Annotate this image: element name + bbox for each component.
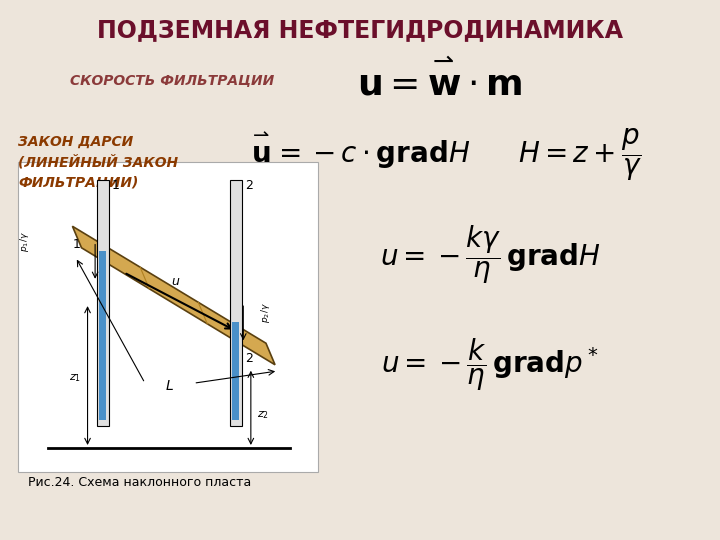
- Text: $\mathbf{u} = \overset{\rightharpoonup}{\mathbf{w}} \cdot \mathbf{m}$: $\mathbf{u} = \overset{\rightharpoonup}{…: [357, 58, 523, 103]
- Text: $H = z + \dfrac{p}{\gamma}$: $H = z + \dfrac{p}{\gamma}$: [518, 127, 642, 184]
- Bar: [99, 251, 107, 420]
- FancyBboxPatch shape: [18, 162, 318, 472]
- Text: СКОРОСТЬ ФИЛЬТРАЦИИ: СКОРОСТЬ ФИЛЬТРАЦИИ: [70, 73, 274, 87]
- Text: $u = -\dfrac{k}{\eta}\,\mathbf{grad}p^*$: $u = -\dfrac{k}{\eta}\,\mathbf{grad}p^*$: [382, 336, 599, 393]
- Text: $z_1$: $z_1$: [69, 372, 81, 384]
- Bar: [230, 180, 242, 427]
- Text: $z_2$: $z_2$: [257, 409, 269, 421]
- Text: L: L: [166, 379, 173, 393]
- Text: $p_1/\gamma$: $p_1/\gamma$: [17, 231, 30, 252]
- Text: $\overset{\rightharpoonup}{\mathbf{u}} = -c \cdot \mathbf{grad}H$: $\overset{\rightharpoonup}{\mathbf{u}} =…: [249, 129, 471, 171]
- Text: 1: 1: [112, 179, 120, 192]
- Text: u: u: [171, 275, 179, 288]
- Bar: [232, 322, 239, 420]
- Polygon shape: [73, 226, 275, 365]
- Text: $u = -\dfrac{k\gamma}{\eta}\,\mathbf{grad}H$: $u = -\dfrac{k\gamma}{\eta}\,\mathbf{gra…: [379, 224, 600, 286]
- Text: ЗАКОН ДАРСИ
(ЛИНЕЙНЫЙ ЗАКОН
ФИЛЬТРАЦИИ): ЗАКОН ДАРСИ (ЛИНЕЙНЫЙ ЗАКОН ФИЛЬТРАЦИИ): [18, 135, 178, 189]
- Text: ПОДЗЕМНАЯ НЕФТЕГИДРОДИНАМИКА: ПОДЗЕМНАЯ НЕФТЕГИДРОДИНАМИКА: [97, 18, 623, 42]
- Text: 1: 1: [73, 238, 81, 251]
- Text: $p_2/\gamma$: $p_2/\gamma$: [259, 302, 272, 323]
- Text: Рис.24. Схема наклонного пласта: Рис.24. Схема наклонного пласта: [28, 476, 251, 489]
- Text: 2: 2: [245, 179, 253, 192]
- Bar: [96, 180, 109, 427]
- Text: 2: 2: [245, 352, 253, 365]
